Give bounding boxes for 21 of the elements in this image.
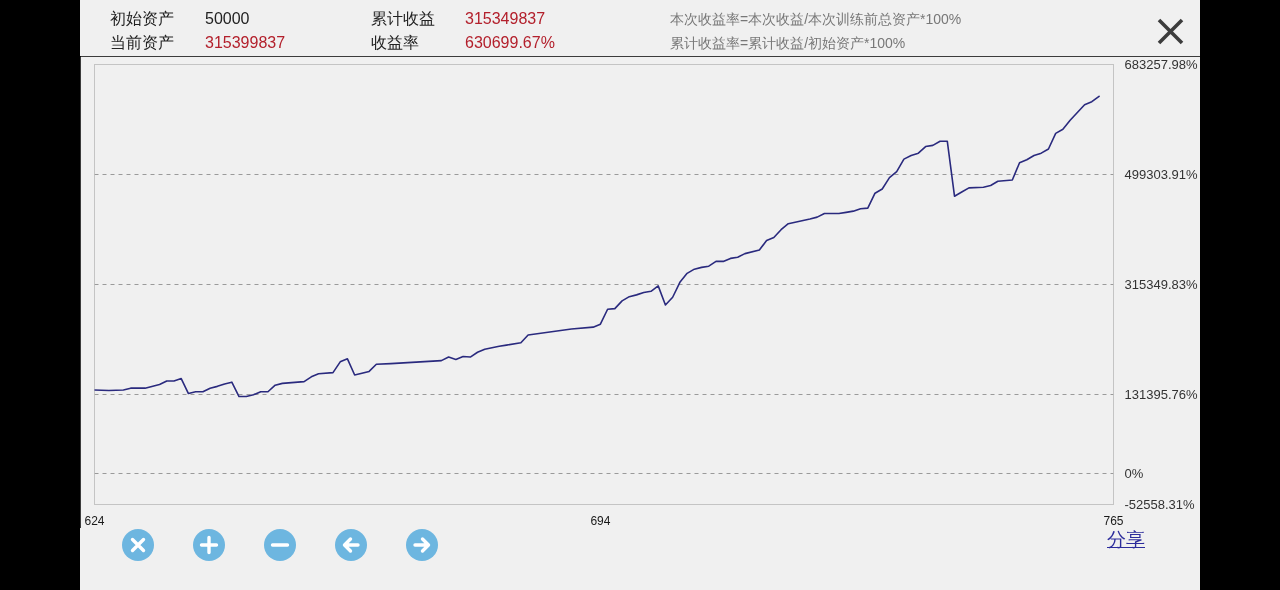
text: 收益率 — [371, 34, 419, 52]
y-tick-label: 315349.83% — [1124, 277, 1198, 292]
line-series — [94, 95, 1100, 398]
y-tick-label: 0% — [1124, 465, 1144, 481]
text: 630699.67% — [465, 34, 555, 52]
y-tick-label: 683257.98% — [1124, 57, 1198, 72]
x-tick-label: 694 — [590, 513, 611, 528]
x-tick-label: 765 — [1103, 513, 1124, 528]
text: 累计收益率=累计收益/初始资产*100% — [670, 35, 906, 51]
text: 50000 — [205, 10, 250, 28]
text: 当前资产 — [110, 34, 174, 52]
y-tick-label: -52558.31% — [1124, 497, 1196, 512]
text: 315399837 — [205, 34, 286, 52]
y-tick-label: 499303.91% — [1124, 167, 1198, 182]
text: 初始资产 — [110, 10, 174, 28]
text: 本次收益率=本次收益/本次训练前总资产*100% — [670, 11, 962, 27]
text: 315349837 — [465, 10, 546, 28]
text: 分享 — [1107, 529, 1145, 551]
y-tick-label: 131395.76% — [1124, 387, 1198, 402]
text: 累计收益 — [371, 10, 435, 28]
x-tick-label: 624 — [84, 513, 105, 528]
